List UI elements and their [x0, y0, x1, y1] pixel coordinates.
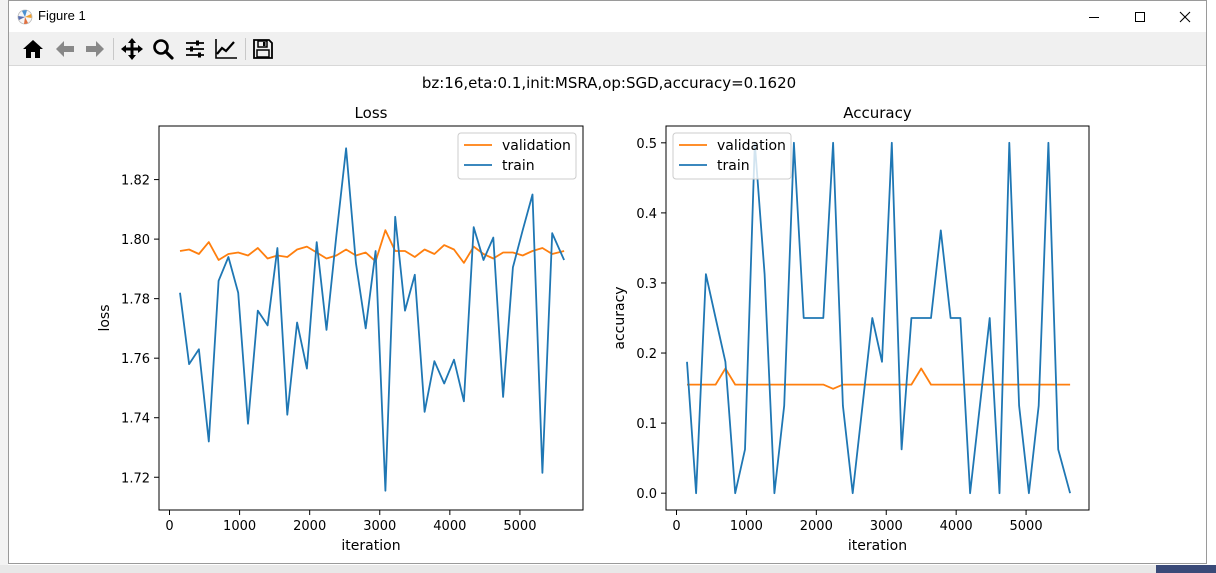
edit-axis-button[interactable] [212, 35, 240, 63]
loss-legend-label-train: train [502, 158, 535, 174]
loss-xtick-label: 4000 [433, 519, 466, 534]
accuracy-ytick-label: 0.0 [636, 487, 657, 502]
close-icon [1179, 11, 1191, 22]
configure-subplots-icon [186, 40, 204, 58]
pan-button[interactable] [118, 35, 146, 63]
loss-xtick-label: 3000 [363, 519, 396, 534]
accuracy-xtick-label: 3000 [870, 519, 903, 534]
figure-canvas[interactable]: bz:16,eta:0.1,init:MSRA,op:SGD,accuracy=… [9, 67, 1207, 564]
loss-validation-line [179, 229, 565, 264]
accuracy-xtick-label: 2000 [800, 519, 833, 534]
loss-xtick-label: 0 [165, 519, 173, 534]
loss-ytick-label: 1.74 [121, 412, 150, 427]
loss-title: Loss [355, 104, 388, 122]
maximize-button[interactable] [1117, 1, 1163, 32]
accuracy-ytick-label: 0.1 [636, 417, 657, 432]
accuracy-axes[interactable]: Accuracy 0 1000 2000 3000 4000 5000 0.0 0.1 0.2 0.… [612, 104, 1090, 554]
accuracy-xtick-label: 4000 [940, 519, 973, 534]
loss-xtick-label: 1000 [223, 519, 256, 534]
loss-ytick-label: 1.80 [121, 233, 150, 248]
accuracy-legend-label-validation: validation [717, 138, 786, 154]
accuracy-xtick-label: 1000 [730, 519, 763, 534]
minimize-icon [1089, 16, 1099, 18]
loss-axes-frame [158, 125, 584, 511]
edit-axis-icon [215, 39, 237, 59]
save-button[interactable] [249, 35, 277, 63]
forward-arrow-icon [86, 41, 104, 57]
accuracy-ytick-label: 0.5 [636, 137, 657, 152]
window-title: Figure 1 [38, 8, 86, 23]
zoom-icon [153, 39, 174, 60]
back-arrow-icon [56, 41, 74, 57]
configure-subplots-button[interactable] [181, 35, 209, 63]
accuracy-ylabel: accuracy [612, 286, 628, 349]
back-button[interactable] [51, 35, 79, 63]
loss-xlabel: iteration [341, 538, 400, 554]
loss-train-line [179, 147, 565, 492]
loss-xtick-label: 5000 [503, 519, 536, 534]
accuracy-legend: validation train [672, 132, 792, 180]
loss-xtick-label: 2000 [293, 519, 326, 534]
home-button[interactable] [19, 35, 47, 63]
close-button[interactable] [1162, 1, 1208, 32]
accuracy-legend-label-train: train [717, 158, 750, 174]
zoom-button[interactable] [149, 35, 177, 63]
accuracy-xtick-label: 0 [672, 519, 680, 534]
maximize-icon [1135, 11, 1145, 22]
matplotlib-logo-icon [17, 9, 33, 25]
background-window-strip [0, 0, 8, 573]
save-icon [253, 39, 273, 59]
toolbar-separator [113, 38, 114, 60]
navigation-toolbar [9, 32, 1206, 66]
accuracy-train-line [686, 141, 1071, 495]
accuracy-xtick-label: 5000 [1010, 519, 1043, 534]
accuracy-ytick-label: 0.4 [636, 207, 657, 222]
accuracy-ytick-label: 0.2 [636, 347, 657, 362]
toolbar-separator [245, 38, 246, 60]
minimize-button[interactable] [1071, 1, 1117, 32]
loss-ytick-label: 1.76 [121, 352, 150, 367]
loss-ytick-label: 1.72 [121, 471, 150, 486]
accuracy-title: Accuracy [843, 104, 912, 122]
accuracy-xlabel: iteration [848, 538, 907, 554]
loss-axes[interactable]: Loss 0 1000 2000 3000 4000 5000 1.72 1.74 1.76 1.7… [97, 104, 584, 554]
figure-window: Figure 1 [8, 0, 1207, 564]
forward-button[interactable] [81, 35, 109, 63]
background-taskbar-strip [0, 565, 1216, 573]
background-dark-patch [1156, 565, 1216, 573]
loss-ytick-label: 1.78 [121, 293, 150, 308]
pan-icon [121, 38, 143, 60]
home-icon [23, 40, 43, 58]
figure-suptitle: bz:16,eta:0.1,init:MSRA,op:SGD,accuracy=… [422, 74, 796, 92]
loss-ytick-label: 1.82 [121, 174, 150, 189]
loss-legend: validation train [457, 132, 577, 180]
loss-ylabel: loss [97, 304, 113, 331]
accuracy-axes-frame [665, 125, 1090, 511]
loss-legend-label-validation: validation [502, 138, 571, 154]
accuracy-ytick-label: 0.3 [636, 277, 657, 292]
accuracy-validation-line [687, 367, 1071, 390]
title-bar[interactable]: Figure 1 [9, 1, 1206, 32]
